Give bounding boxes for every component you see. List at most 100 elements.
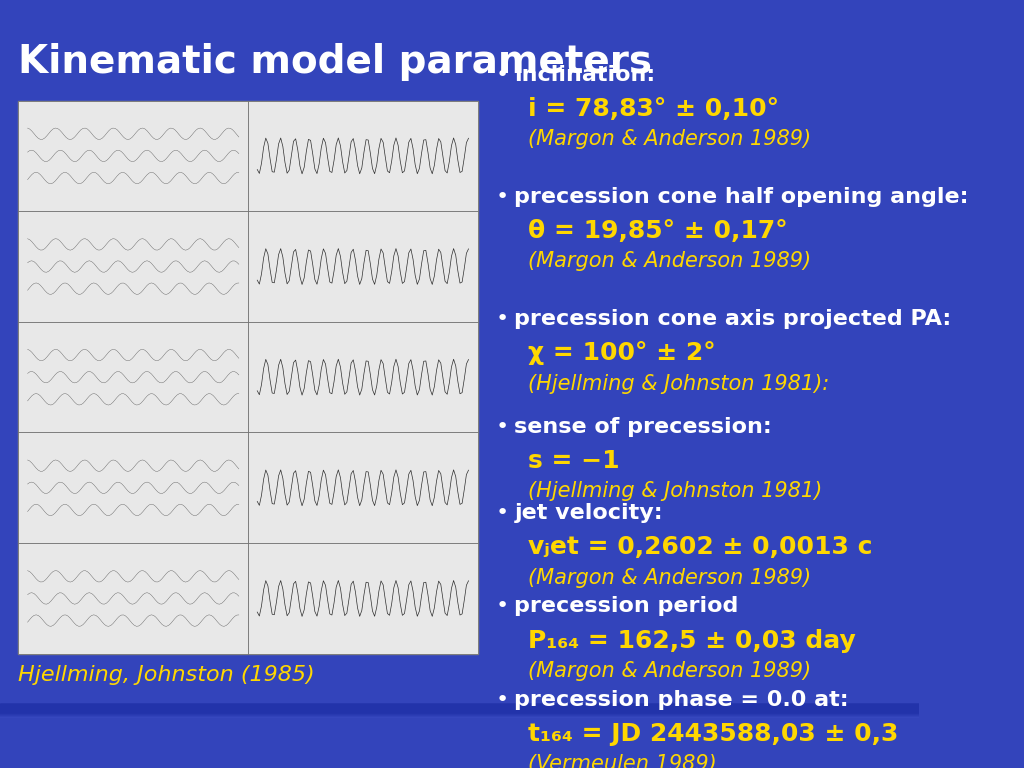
Bar bbox=[0, 710, 919, 717]
Bar bbox=[0, 705, 919, 712]
Bar bbox=[0, 707, 919, 713]
Bar bbox=[0, 705, 919, 712]
Text: (Margon & Anderson 1989): (Margon & Anderson 1989) bbox=[528, 661, 811, 681]
Bar bbox=[0, 707, 919, 714]
Bar bbox=[0, 710, 919, 717]
Bar bbox=[0, 705, 919, 713]
Bar bbox=[0, 708, 919, 715]
Bar bbox=[0, 710, 919, 717]
Bar bbox=[0, 711, 919, 718]
Text: •: • bbox=[496, 65, 509, 84]
Bar bbox=[0, 706, 919, 713]
Bar bbox=[0, 710, 919, 717]
Bar bbox=[0, 706, 919, 713]
Bar bbox=[0, 707, 919, 713]
Text: precession period: precession period bbox=[514, 596, 739, 616]
Bar bbox=[0, 704, 919, 712]
Text: (Hjellming & Johnston 1981): (Hjellming & Johnston 1981) bbox=[528, 482, 822, 502]
Bar bbox=[0, 706, 919, 713]
Bar bbox=[0, 708, 919, 715]
Text: i = 78,83° ± 0,10°: i = 78,83° ± 0,10° bbox=[528, 97, 779, 121]
Bar bbox=[0, 707, 919, 714]
Bar bbox=[0, 709, 919, 717]
Bar bbox=[0, 710, 919, 717]
Bar bbox=[0, 708, 919, 715]
Bar bbox=[0, 704, 919, 711]
Text: P₁₆₄ = 162,5 ± 0,03 day: P₁₆₄ = 162,5 ± 0,03 day bbox=[528, 629, 856, 653]
Text: •: • bbox=[496, 309, 509, 329]
Bar bbox=[0, 711, 919, 718]
Bar bbox=[0, 705, 919, 712]
Bar bbox=[0, 705, 919, 713]
Bar bbox=[0, 708, 919, 716]
Text: (Vermeulen 1989): (Vermeulen 1989) bbox=[528, 754, 717, 768]
Bar bbox=[0, 706, 919, 713]
Bar bbox=[0, 708, 919, 716]
Text: jet velocity:: jet velocity: bbox=[514, 503, 664, 523]
Text: •: • bbox=[496, 417, 509, 437]
Bar bbox=[248, 322, 478, 432]
Bar bbox=[0, 707, 919, 714]
Text: θ = 19,85° ± 0,17°: θ = 19,85° ± 0,17° bbox=[528, 219, 788, 243]
Bar bbox=[0, 708, 919, 716]
Bar bbox=[0, 709, 919, 716]
Bar bbox=[0, 706, 919, 713]
Bar bbox=[0, 709, 919, 716]
Bar bbox=[0, 710, 919, 717]
Text: precession cone half opening angle:: precession cone half opening angle: bbox=[514, 187, 969, 207]
Bar bbox=[0, 711, 919, 718]
Bar bbox=[0, 711, 919, 718]
Bar bbox=[0, 707, 919, 713]
Bar bbox=[0, 707, 919, 715]
Text: •: • bbox=[496, 596, 509, 616]
Bar bbox=[0, 706, 919, 713]
Bar bbox=[248, 543, 478, 654]
Bar bbox=[0, 707, 919, 714]
Bar bbox=[0, 706, 919, 713]
Bar bbox=[0, 707, 919, 713]
Bar bbox=[0, 707, 919, 713]
Bar bbox=[0, 710, 919, 717]
Text: vⱼet = 0,2602 ± 0,0013 c: vⱼet = 0,2602 ± 0,0013 c bbox=[528, 535, 872, 559]
Bar bbox=[0, 707, 919, 715]
Bar bbox=[248, 432, 478, 543]
Bar bbox=[0, 709, 919, 716]
Text: •: • bbox=[496, 690, 509, 710]
Bar bbox=[18, 322, 248, 432]
Bar bbox=[18, 432, 248, 543]
Bar bbox=[248, 211, 478, 322]
Bar bbox=[0, 707, 919, 714]
Bar bbox=[0, 704, 919, 711]
Bar bbox=[0, 705, 919, 712]
Bar bbox=[0, 709, 919, 717]
Bar bbox=[0, 710, 919, 718]
Bar bbox=[0, 710, 919, 718]
Bar bbox=[0, 708, 919, 715]
Text: t₁₆₄ = JD 2443588,03 ± 0,3: t₁₆₄ = JD 2443588,03 ± 0,3 bbox=[528, 722, 899, 746]
Bar bbox=[0, 709, 919, 717]
Text: inclination:: inclination: bbox=[514, 65, 655, 84]
Bar bbox=[18, 543, 248, 654]
Text: s = −1: s = −1 bbox=[528, 449, 620, 473]
Bar bbox=[0, 705, 919, 713]
Bar bbox=[0, 710, 919, 717]
Bar bbox=[0, 709, 919, 717]
Bar bbox=[0, 710, 919, 717]
Bar bbox=[0, 710, 919, 718]
Bar bbox=[0, 707, 919, 714]
Bar bbox=[0, 706, 919, 713]
Bar bbox=[0, 707, 919, 713]
FancyBboxPatch shape bbox=[18, 101, 478, 654]
Bar bbox=[0, 707, 919, 713]
Bar bbox=[0, 710, 919, 717]
Bar bbox=[0, 710, 919, 717]
Text: (Margon & Anderson 1989): (Margon & Anderson 1989) bbox=[528, 129, 811, 149]
Bar bbox=[0, 711, 919, 718]
Bar bbox=[0, 707, 919, 715]
Bar bbox=[0, 704, 919, 712]
Text: precession cone axis projected PA:: precession cone axis projected PA: bbox=[514, 309, 951, 329]
Bar bbox=[0, 710, 919, 717]
Bar bbox=[0, 711, 919, 718]
Bar bbox=[0, 707, 919, 715]
Bar bbox=[0, 710, 919, 717]
